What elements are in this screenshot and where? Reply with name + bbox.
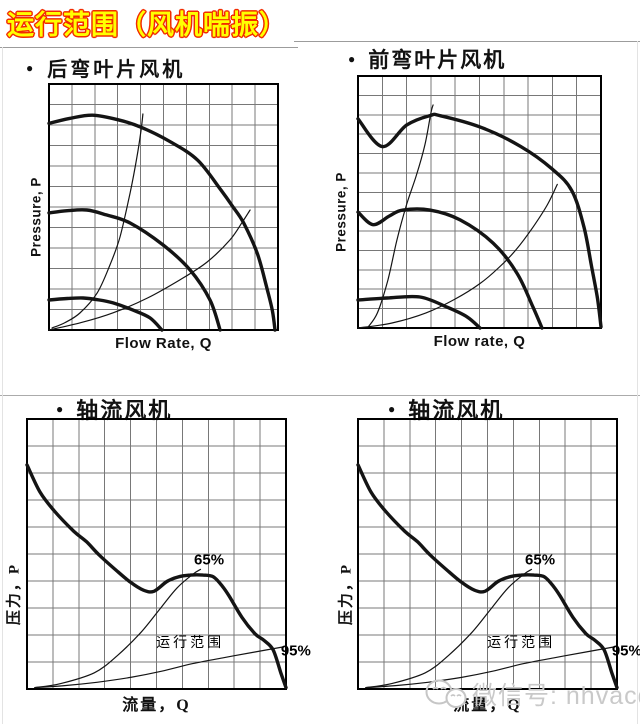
bullet-icon: ● — [56, 402, 66, 416]
annotation-range: 运行范围 — [156, 634, 224, 651]
fan-curve-mid-speed — [47, 208, 222, 332]
fan-curve — [356, 463, 619, 690]
page-title: 运行范围（风机喘振） — [7, 10, 287, 40]
x-axis-label: 流量，Q — [122, 697, 191, 714]
bullet-icon: ● — [348, 52, 358, 66]
annotation-pct: 65% — [525, 551, 555, 568]
grid — [49, 84, 278, 330]
system-curve-65 — [34, 568, 202, 689]
fan-curve-mid-speed — [356, 207, 544, 330]
y-axis-label: Pressure, P — [333, 172, 349, 252]
system-curve-65 — [365, 568, 533, 689]
plot-frame — [25, 417, 288, 691]
y-axis-label: 压力，P — [338, 562, 355, 626]
x-axis-label: Flow rate, Q — [433, 333, 526, 350]
axial-fan-chart-left: 65% 95% 运行范围 — [25, 417, 311, 691]
backward-fan-chart — [47, 82, 280, 332]
system-curve — [357, 183, 558, 329]
grid — [27, 419, 286, 689]
y-axis-label: 压力，P — [6, 562, 23, 626]
fan-curve-low-speed — [47, 296, 164, 332]
annotation-pct: 95% — [612, 643, 640, 660]
watermark: 微信号: nhvacd — [424, 676, 640, 712]
chart-title-forward-fan: ● 前弯叶片风机 — [348, 44, 506, 74]
watermark-text: 微信号: nhvacd — [472, 682, 640, 710]
wechat-face-icon — [425, 679, 467, 708]
chart-title-text: 前弯叶片风机 — [368, 49, 507, 72]
x-axis-label: Flow Rate, Q — [115, 335, 212, 352]
system-curve-95 — [365, 646, 615, 689]
surge-line — [367, 104, 434, 328]
fan-curve-high-speed — [356, 112, 603, 329]
surge-line — [51, 113, 144, 329]
grid — [358, 76, 601, 328]
x-axis-label: 流量，Q — [453, 697, 522, 714]
fan-curve-low-speed — [356, 294, 482, 330]
title-divider-left — [0, 47, 298, 48]
y-axis-label: Pressure, P — [28, 177, 44, 257]
bullet-icon: ● — [388, 402, 398, 416]
chart-title-backward-fan: ● 后弯叶片风机 — [26, 53, 185, 82]
annotation-pct: 95% — [281, 643, 311, 660]
grid — [358, 419, 617, 689]
annotation-range: 运行范围 — [487, 634, 555, 651]
slide-left-edge — [2, 47, 3, 724]
annotation-pct: 65% — [194, 551, 224, 568]
fan-curve — [25, 463, 288, 690]
forward-fan-chart — [356, 74, 603, 330]
section-divider — [0, 395, 640, 396]
slide-right-edge — [637, 41, 638, 724]
system-curve-95 — [34, 646, 284, 689]
plot-frame — [356, 417, 619, 691]
axial-fan-chart-right: 65% 95% 运行范围 — [356, 417, 640, 691]
bullet-icon: ● — [26, 60, 37, 75]
chart-title-text: 后弯叶片风机 — [47, 59, 186, 81]
fan-curve-high-speed — [47, 113, 277, 332]
system-curve — [48, 209, 251, 331]
title-divider-right — [294, 41, 640, 42]
